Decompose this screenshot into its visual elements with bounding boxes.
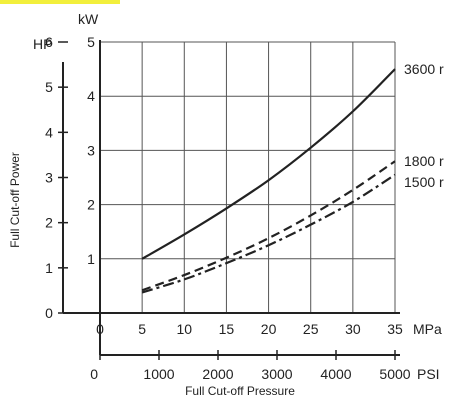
y-tick-hp: 5 bbox=[45, 79, 53, 95]
y-tick-hp: 6 bbox=[45, 34, 53, 50]
y-tick-hp: 0 bbox=[45, 305, 53, 321]
x-tick-psi: 0 bbox=[90, 366, 98, 382]
y-unit-right: kW bbox=[78, 11, 99, 27]
y-tick-kw: 1 bbox=[87, 251, 95, 267]
series-label: 1800 r bbox=[404, 153, 444, 169]
x-tick-mpa: 35 bbox=[387, 321, 403, 337]
y-unit-left: HP bbox=[33, 36, 52, 52]
series-line-1 bbox=[141, 68, 396, 260]
axes bbox=[58, 40, 400, 360]
x-tick-mpa: 25 bbox=[303, 321, 319, 337]
series-label: 3600 r bbox=[404, 61, 444, 77]
x-tick-mpa: 15 bbox=[219, 321, 235, 337]
x-tick-psi: 2000 bbox=[202, 366, 233, 382]
x-tick-mpa: 5 bbox=[138, 321, 146, 337]
y-tick-kw: 4 bbox=[87, 88, 95, 104]
x-tick-mpa: 10 bbox=[176, 321, 192, 337]
chart-labels: HP kW MPa PSI Full Cut-off Pressure Full… bbox=[8, 11, 444, 398]
x-tick-mpa: 0 bbox=[96, 321, 104, 337]
x-tick-mpa: 30 bbox=[345, 321, 361, 337]
series-line-2 bbox=[141, 160, 396, 292]
y-axis-title: Full Cut-off Power bbox=[8, 152, 22, 248]
y-tick-hp: 2 bbox=[45, 215, 53, 231]
y-tick-hp: 3 bbox=[45, 170, 53, 186]
x-tick-psi: 5000 bbox=[379, 366, 410, 382]
y-tick-hp: 1 bbox=[45, 260, 53, 276]
series-line-3 bbox=[141, 173, 396, 294]
x-unit-primary: MPa bbox=[413, 321, 442, 337]
y-tick-kw: 2 bbox=[87, 197, 95, 213]
x-tick-psi: 4000 bbox=[320, 366, 351, 382]
x-tick-mpa: 20 bbox=[261, 321, 277, 337]
series-lines bbox=[141, 68, 396, 294]
y-tick-kw: 3 bbox=[87, 142, 95, 158]
series-label: 1500 r bbox=[404, 174, 444, 190]
x-axis-title: Full Cut-off Pressure bbox=[185, 384, 295, 398]
x-tick-psi: 1000 bbox=[143, 366, 174, 382]
grid bbox=[100, 41, 396, 313]
x-unit-secondary: PSI bbox=[417, 366, 440, 382]
y-tick-hp: 4 bbox=[45, 124, 53, 140]
header-strip bbox=[0, 0, 120, 4]
y-tick-kw: 5 bbox=[87, 34, 95, 50]
x-tick-psi: 3000 bbox=[261, 366, 292, 382]
